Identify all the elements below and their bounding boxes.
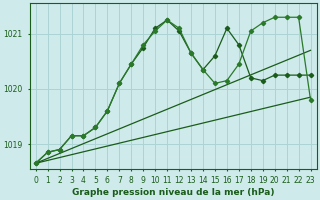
X-axis label: Graphe pression niveau de la mer (hPa): Graphe pression niveau de la mer (hPa) [72, 188, 274, 197]
